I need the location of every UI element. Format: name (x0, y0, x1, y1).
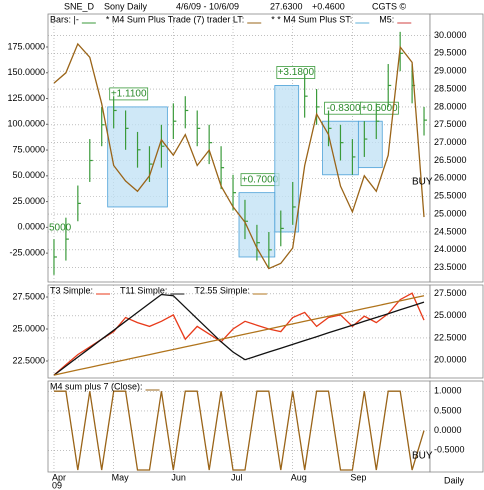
change: +0.4600 (312, 1, 345, 11)
series-line (53, 293, 425, 376)
y2-tick-label: 27.5000 (434, 288, 467, 298)
legend-label: T3 Simple: (50, 285, 93, 295)
panel (47, 380, 431, 473)
right-axis-panel (429, 13, 484, 283)
legend-label: T11 Simple: (120, 285, 167, 295)
trade-label: +0.7000 (242, 174, 279, 185)
note: BUY (412, 451, 433, 462)
y-tick-label: 100.0000 (7, 119, 45, 129)
x-tick-label: Sep (350, 472, 366, 482)
trade-label: +3.1800 (278, 67, 315, 78)
note: BUY (412, 177, 433, 188)
y-tick-label: 0.0000 (17, 222, 45, 232)
y-tick-label: 25.0000 (12, 323, 45, 333)
x-tick-label: May (112, 472, 130, 482)
x-tick-label: Jul (231, 472, 243, 482)
period-label: Daily (444, 475, 465, 485)
y2-tick-label: 24.5000 (434, 226, 467, 236)
y2-tick-label: 29.5000 (434, 48, 467, 58)
y2-tick-label: 25.0000 (434, 310, 467, 320)
trade-label-box (276, 66, 316, 79)
y2-tick-label: 30.0000 (434, 30, 467, 40)
legend-label: M4 sum plus 7 (Close): (50, 381, 143, 391)
trade-label: +0.5000 (361, 103, 398, 114)
y-tick-label: 175.0000 (7, 41, 45, 51)
y2-tick-label: 26.5000 (434, 155, 467, 165)
trade-label-box (359, 101, 399, 115)
y-tick-label: 1.0000 (434, 386, 462, 396)
series-line (53, 295, 425, 376)
y2-tick-label: 27.0000 (434, 137, 467, 147)
legend-label: T2.55 Simple: (194, 285, 250, 295)
y2-tick-label: 26.0000 (434, 173, 467, 183)
y2-tick-label: 22.5000 (434, 332, 467, 342)
y2-tick-label: 28.5000 (434, 83, 467, 93)
trade-box (274, 85, 300, 233)
series-line (53, 42, 425, 270)
y-tick-label: 27.5000 (12, 291, 45, 301)
y2-tick-label: 29.0000 (434, 66, 467, 76)
y-tick-label: 75.0000 (12, 144, 45, 154)
right-axis-panel (429, 380, 484, 473)
legend-label: * * M4 Sum Plus ST: (271, 14, 352, 24)
range: 4/6/09 - 10/6/09 (176, 1, 239, 11)
trade-label: +1.1100 (111, 89, 147, 100)
y-tick-label: 25.0000 (12, 196, 45, 206)
y2-tick-label: 24.0000 (434, 244, 467, 254)
y2-tick-label: 23.5000 (434, 262, 467, 272)
y-tick-label: 150.0000 (7, 67, 45, 77)
x-tick-label: Jun (171, 472, 186, 482)
y2-tick-label: 25.5000 (434, 191, 467, 201)
legend-label: Bars: |- (50, 14, 79, 24)
name: Sony Daily (104, 1, 148, 11)
y-tick-label: 22.5000 (12, 355, 45, 365)
legend-label: M5: (379, 14, 394, 24)
series-line (54, 390, 425, 471)
year-label: 09 (52, 480, 62, 490)
trade-label-box (109, 87, 149, 101)
x-tick-label: Aug (291, 472, 307, 482)
y-tick-label: -25.0000 (9, 248, 45, 258)
y-tick-label: 125.0000 (7, 93, 45, 103)
trade-label: -0.8300 (327, 103, 361, 114)
last: 27.6300 (270, 1, 303, 11)
y-tick-label: 0.0000 (434, 425, 462, 435)
y2-tick-label: 28.0000 (434, 101, 467, 111)
symbol: SNE_D (64, 1, 95, 11)
y-tick-label: -0.5000 (434, 445, 465, 455)
y2-tick-label: 20.0000 (434, 354, 467, 364)
legend-label: * M4 Sum Plus Trade (7) trader LT: (106, 14, 244, 24)
y2-tick-label: 25.0000 (434, 208, 467, 218)
y-tick-label: 0.5000 (434, 405, 462, 415)
y-tick-label: 50.0000 (12, 170, 45, 180)
x-tick-label: Apr (52, 472, 66, 482)
right-axis-panel (429, 284, 484, 379)
trade-box (357, 120, 383, 169)
vendor: CGTS © (372, 1, 407, 11)
y2-tick-label: 27.5000 (434, 119, 467, 129)
note: 5000 (49, 223, 72, 234)
